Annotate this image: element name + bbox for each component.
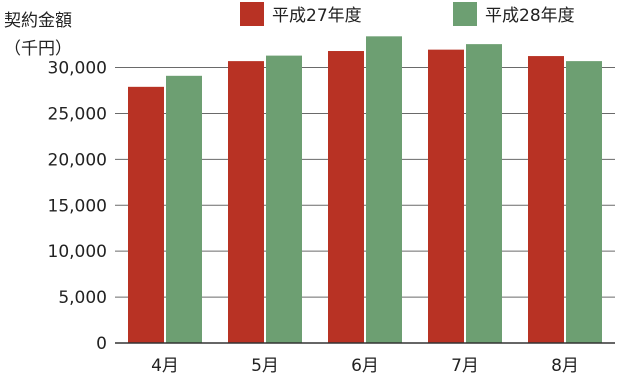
y-tick-label: 5,000 [58,288,107,308]
bar [166,75,202,344]
x-tick-label: 6月 [351,356,379,376]
y-tick-label: 10,000 [48,242,107,262]
bar [566,61,602,343]
y-tick-label: 0 [96,334,107,354]
legend-swatch [240,2,264,26]
y-tick-label: 15,000 [48,196,107,216]
bar [366,36,402,344]
y-tick-label: 30,000 [48,59,107,79]
legend-label: 平成27年度 [272,6,362,26]
y-axis-label-line1: 契約金額 [4,11,72,31]
x-tick-label: 8月 [551,356,579,376]
x-tick-label: 4月 [151,356,179,376]
bar [528,56,564,344]
legend-label: 平成28年度 [485,6,575,26]
axes: 0 5,000 10,000 15,000 20,000 25,000 30,000 4月 5月… [48,59,615,376]
bars [128,36,602,344]
bar [228,61,264,343]
bar [428,49,464,344]
legend-swatch [453,2,477,26]
x-tick-label: 7月 [451,356,479,376]
bar [128,86,164,343]
y-tick-label: 25,000 [48,104,107,124]
bar [266,55,302,343]
x-tick-label: 5月 [251,356,279,376]
bar [466,44,502,344]
y-axis-label-line2: （千円） [4,39,72,59]
bar [328,51,364,343]
legend: 平成27年度 平成28年度 [240,2,575,26]
y-tick-label: 20,000 [48,150,107,170]
